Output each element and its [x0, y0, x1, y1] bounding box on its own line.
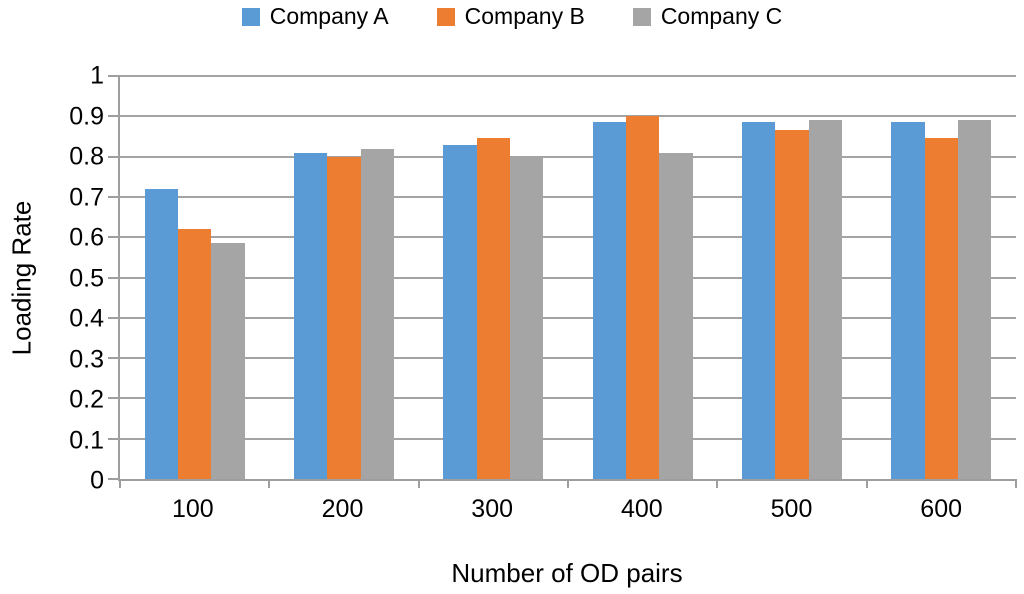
y-tick-label: 0.8	[69, 142, 104, 171]
gridline	[120, 437, 1016, 440]
x-tick-label: 600	[920, 495, 963, 523]
gridline	[120, 155, 1016, 158]
y-tick-label: 0	[90, 466, 104, 495]
x-axis-tick	[716, 479, 719, 488]
y-axis-tick	[108, 75, 120, 77]
x-tick-label: 500	[770, 495, 813, 523]
gridline	[120, 397, 1016, 400]
x-axis-tick	[1015, 479, 1017, 488]
x-tick-label: 100	[171, 495, 214, 523]
bar-group-400	[568, 76, 717, 479]
y-axis-tick	[108, 437, 120, 440]
bar-company-c-500	[808, 120, 842, 479]
gridline	[120, 75, 1016, 77]
y-axis-tick-labels: 0 0.1 0.2 0.3 0.4 0.5 0.6 0.7 0.8 0.9 1	[0, 63, 104, 493]
bar-company-b-400	[626, 116, 660, 479]
x-axis-tick	[567, 479, 569, 488]
y-axis-tick	[108, 357, 120, 360]
x-axis-tick	[865, 479, 868, 488]
bar-company-c-100	[211, 243, 245, 479]
y-axis-tick	[108, 478, 120, 480]
gridline	[120, 115, 1016, 118]
bar-company-b-100	[178, 229, 212, 479]
y-tick-label: 0.3	[69, 345, 104, 373]
x-axis-tick-labels: 100 200 300 400 500 600	[118, 497, 1016, 531]
bar-company-a-400	[592, 122, 627, 479]
bar-company-a-100	[144, 188, 179, 479]
y-tick-label: 1	[90, 61, 104, 90]
legend-swatch-icon	[241, 7, 260, 26]
y-tick-label: 0.5	[69, 264, 104, 292]
bar-company-a-300	[443, 144, 477, 479]
y-tick-label: 0.7	[69, 183, 104, 211]
x-axis-tick	[119, 479, 121, 488]
bar-company-c-600	[957, 120, 992, 479]
bar-group-200	[269, 76, 418, 479]
chart-legend: Company A Company B Company C	[0, 5, 1024, 28]
gridline	[120, 316, 1016, 319]
bar-company-a-200	[294, 152, 328, 479]
bar-company-c-200	[360, 148, 394, 479]
bar-group-300	[419, 76, 568, 479]
y-axis-tick	[108, 316, 120, 319]
legend-item-company-b: Company B	[436, 3, 585, 29]
legend-label: Company A	[269, 3, 389, 29]
y-axis-tick	[108, 155, 120, 158]
plot-area	[108, 75, 1017, 488]
y-axis-tick	[108, 195, 120, 198]
bar-company-a-500	[742, 122, 776, 479]
x-axis-tick	[417, 479, 420, 488]
legend-label: Company B	[464, 3, 585, 29]
bar-group-100	[120, 76, 269, 479]
gridline	[120, 195, 1016, 198]
x-tick-label: 200	[321, 495, 364, 523]
bar-company-b-600	[924, 138, 958, 479]
gridline	[120, 276, 1016, 279]
legend-label: Company C	[660, 3, 783, 29]
legend-swatch-icon	[436, 7, 455, 26]
bar-company-b-500	[775, 130, 809, 479]
legend-item-company-a: Company A	[241, 3, 389, 29]
y-axis-tick	[108, 236, 120, 239]
legend-item-company-c: Company C	[632, 3, 783, 29]
bar-group-500	[717, 76, 866, 479]
bar-company-a-600	[891, 122, 925, 479]
y-tick-label: 0.4	[69, 304, 104, 333]
gridline	[120, 236, 1016, 239]
bar-group-600	[867, 76, 1016, 479]
y-axis-tick	[108, 397, 120, 400]
x-tick-label: 400	[620, 495, 663, 523]
y-axis-tick	[108, 276, 120, 279]
gridline	[120, 357, 1016, 360]
x-axis-tick	[268, 479, 271, 488]
y-tick-label: 0.1	[69, 426, 104, 454]
bar-company-c-400	[659, 152, 693, 479]
y-tick-label: 0.6	[69, 223, 104, 252]
legend-swatch-icon	[632, 7, 651, 26]
y-tick-label: 0.2	[69, 385, 104, 414]
y-tick-label: 0.9	[69, 102, 104, 130]
x-tick-label: 300	[471, 495, 514, 523]
bar-company-b-300	[476, 138, 510, 479]
y-axis-tick	[108, 115, 120, 118]
bar-company-b-200	[327, 156, 361, 479]
bar-company-c-300	[509, 156, 544, 479]
x-axis-title: Number of OD pairs	[451, 558, 683, 588]
